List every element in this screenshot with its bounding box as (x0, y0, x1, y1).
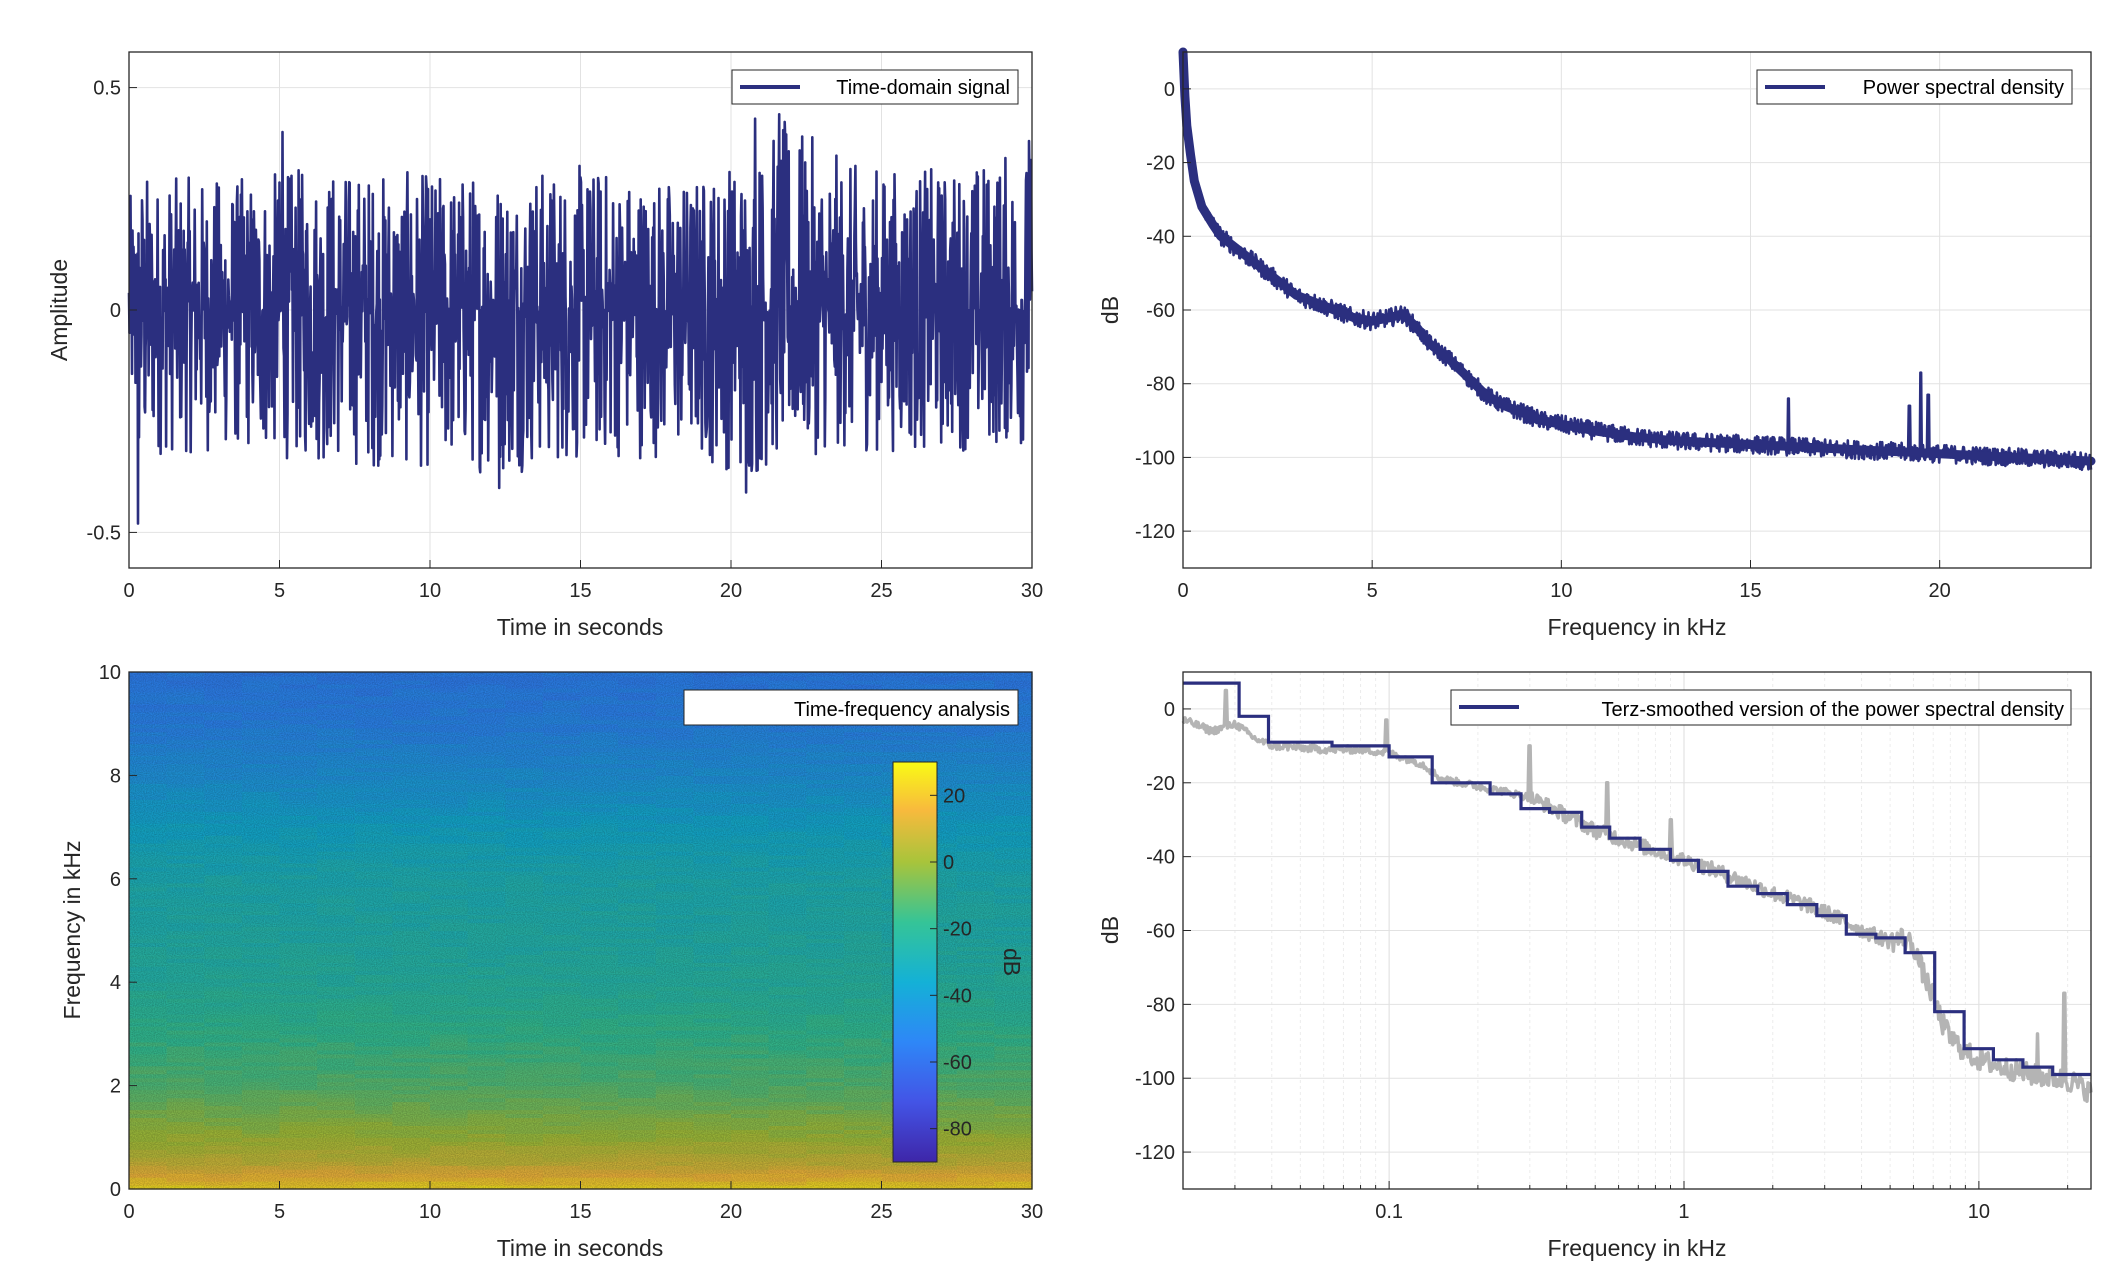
ticks: 0 5 10 15 20 25 30 0 2 4 6 8 10 (99, 662, 1043, 1223)
grid-lines (1182, 672, 2091, 1189)
x-tick-label: 0 (1177, 580, 1188, 602)
x-tick-label: 0 (123, 1201, 134, 1223)
raw-psd-line (1181, 688, 2093, 1103)
y-tick-label: -20 (1146, 153, 1175, 175)
colorbar-tick-label: -80 (943, 1119, 972, 1141)
y-tick-label: -100 (1135, 1068, 1175, 1090)
y-tick-label: 0.5 (93, 78, 121, 100)
y-tick-label: -80 (1146, 994, 1175, 1016)
psd-series (1178, 47, 2096, 472)
heatmap-noise-overlay (129, 672, 1032, 1189)
y-tick-label: 0 (1164, 699, 1175, 721)
y-axis-label: Frequency in kHz (59, 841, 85, 1020)
x-tick-label: 20 (720, 580, 742, 602)
terz-step-line (1183, 681, 2091, 1077)
x-axis-label: Frequency in kHz (1548, 1235, 1727, 1261)
colorbar-gradient (892, 761, 938, 1163)
y-tick-label: -60 (1146, 921, 1175, 943)
y-tick-label: -60 (1146, 300, 1175, 322)
y-tick-label: -80 (1146, 374, 1175, 396)
y-tick-label: 2 (110, 1076, 121, 1098)
terz-chart: 0.1 1 10 -120 -100 -80 -60 -40 -20 0 Frequency in… (1097, 671, 2093, 1261)
x-tick-label: 15 (569, 580, 591, 602)
x-tick-label: 15 (1739, 580, 1761, 602)
time-domain-chart: 0 5 10 15 20 25 30 -0.5 0 0.5 Time in seconds Amp… (46, 51, 1044, 640)
x-tick-label: 25 (870, 580, 892, 602)
x-axis-label: Time in seconds (497, 614, 664, 640)
x-tick-label: 1 (1678, 1201, 1689, 1223)
legend-box (683, 689, 1019, 726)
y-tick-label: -40 (1146, 226, 1175, 248)
y-tick-label: 8 (110, 765, 121, 787)
x-tick-label: 5 (274, 580, 285, 602)
x-tick-label: 0 (123, 580, 134, 602)
signal-line (127, 113, 1034, 525)
y-tick-label: -120 (1135, 1142, 1175, 1164)
x-tick-label: 30 (1021, 1201, 1043, 1223)
colorbar-tick-label: -60 (943, 1052, 972, 1074)
x-axis-label: Time in seconds (497, 1235, 664, 1261)
colorbar-ticks: -80 -60 -40 -20 0 20 (930, 785, 972, 1141)
y-tick-label: -120 (1135, 521, 1175, 543)
x-tick-label: 0.1 (1375, 1201, 1403, 1223)
legend-label: Power spectral density (1863, 77, 2064, 99)
y-tick-label: -0.5 (87, 522, 121, 544)
y-tick-label: -40 (1146, 847, 1175, 869)
y-axis-label: Amplitude (46, 259, 72, 361)
x-tick-label: 15 (569, 1201, 591, 1223)
colorbar-tick-label: -40 (943, 985, 972, 1007)
psd-trend-line (1178, 47, 2096, 466)
colorbar-tick-label: 20 (943, 785, 965, 807)
legend: Time-frequency analysis (683, 689, 1019, 726)
y-tick-label: 0 (1164, 79, 1175, 101)
x-tick-label: 10 (419, 580, 441, 602)
y-tick-label: 0 (110, 300, 121, 322)
x-tick-label: 5 (274, 1201, 285, 1223)
legend: Time-domain signal (731, 69, 1019, 105)
y-axis-label: dB (1097, 916, 1123, 944)
x-axis-label: Frequency in kHz (1548, 614, 1727, 640)
y-tick-label: -20 (1146, 773, 1175, 795)
y-tick-label: 10 (99, 662, 121, 684)
y-axis-label: dB (1097, 296, 1123, 324)
colorbar-tick-label: -20 (943, 919, 972, 941)
x-tick-label: 5 (1367, 580, 1378, 602)
x-tick-label: 10 (1550, 580, 1572, 602)
y-tick-label: 6 (110, 869, 121, 891)
legend-box (1450, 689, 2072, 726)
x-tick-label: 25 (870, 1201, 892, 1223)
ticks: 0 5 10 15 20 25 30 -0.5 0 0.5 (87, 78, 1044, 602)
x-tick-label: 30 (1021, 580, 1043, 602)
signal-series (127, 113, 1034, 525)
y-tick-label: 4 (110, 972, 121, 994)
x-tick-label: 20 (720, 1201, 742, 1223)
y-tick-label: 0 (110, 1179, 121, 1201)
colorbar: -80 -60 -40 -20 0 20 dB (892, 761, 1025, 1163)
legend: Terz-smoothed version of the power spect… (1450, 689, 2072, 726)
colorbar-label: dB (999, 948, 1025, 976)
x-tick-label: 10 (1968, 1201, 1990, 1223)
legend-label: Time-domain signal (836, 77, 1010, 99)
terz-series (1183, 681, 2091, 1077)
legend-label: Terz-smoothed version of the power spect… (1602, 699, 2064, 721)
x-tick-label: 20 (1929, 580, 1951, 602)
ticks: 0 5 10 15 20 -120 -100 -80 -60 -40 -20 0 (1135, 79, 1951, 602)
ticks: 0.1 1 10 -120 -100 -80 -60 -40 -20 0 (1135, 699, 2069, 1223)
colorbar-tick-label: 0 (943, 852, 954, 874)
raw-psd-series (1181, 688, 2093, 1103)
legend: Power spectral density (1756, 69, 2073, 105)
legend-label: Time-frequency analysis (794, 699, 1010, 721)
psd-chart: 0 5 10 15 20 -120 -100 -80 -60 -40 -20 0 Frequency … (1097, 47, 2096, 640)
x-tick-label: 10 (419, 1201, 441, 1223)
spectrogram-chart: 0 5 10 15 20 25 30 0 2 4 6 8 10 Time in seconds Freq… (59, 662, 1043, 1261)
y-tick-label: -100 (1135, 447, 1175, 469)
